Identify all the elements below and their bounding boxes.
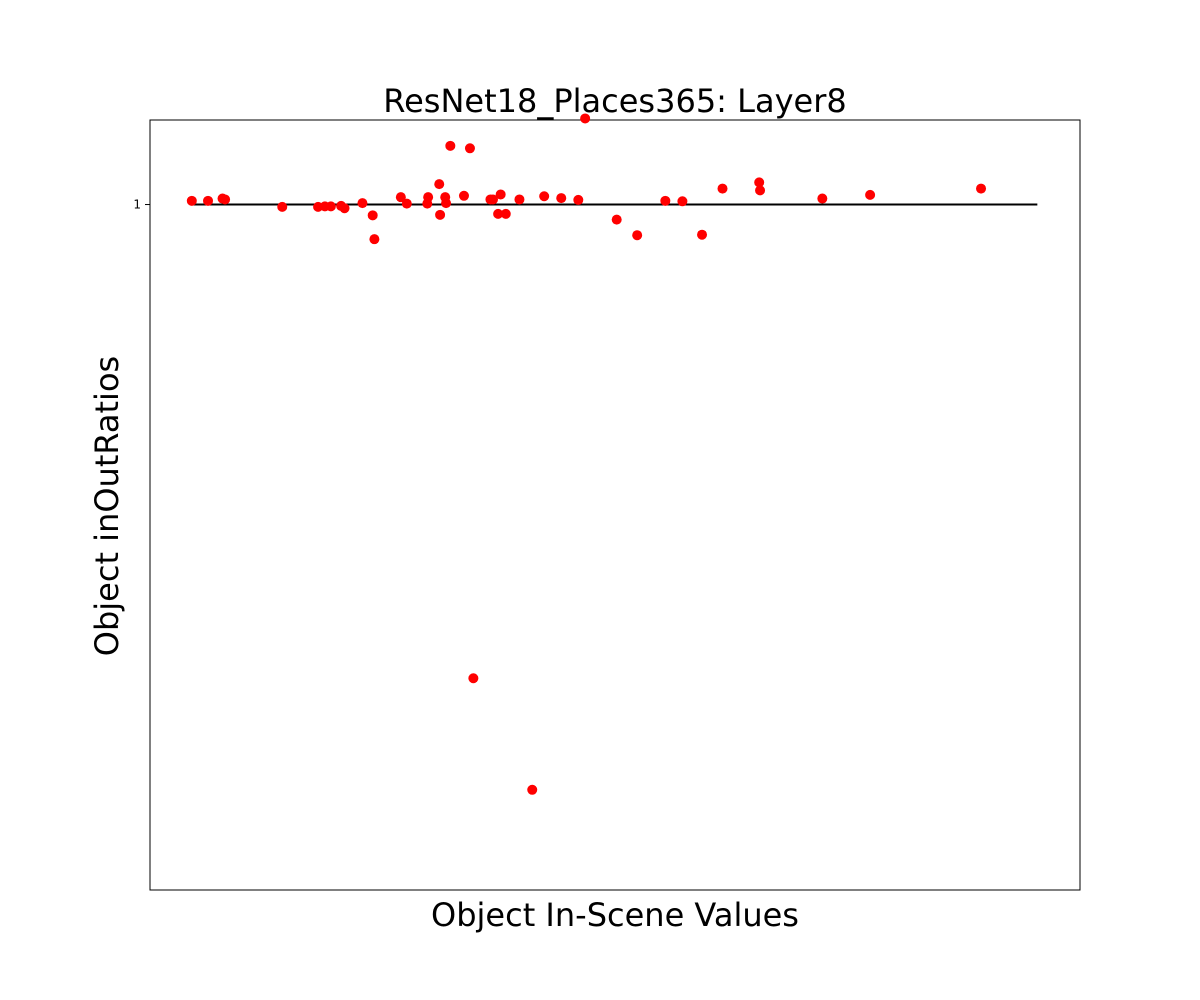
data-point xyxy=(660,195,671,206)
data-point xyxy=(556,193,567,204)
data-point xyxy=(357,198,368,209)
data-point xyxy=(677,196,688,207)
data-point xyxy=(203,195,214,206)
data-point xyxy=(369,234,380,245)
data-point xyxy=(367,210,378,221)
data-point xyxy=(500,208,511,219)
x-axis-label: Object In-Scene Values xyxy=(431,896,799,934)
y-axis-label: Object inOutRatios xyxy=(88,356,126,656)
data-point xyxy=(487,194,498,205)
data-point xyxy=(754,177,765,188)
data-point xyxy=(464,143,475,154)
data-point xyxy=(755,185,766,196)
data-point xyxy=(339,203,350,214)
data-point xyxy=(435,209,446,220)
data-point xyxy=(976,183,987,194)
data-point xyxy=(423,192,434,203)
data-point xyxy=(325,201,336,212)
data-point xyxy=(527,784,538,795)
data-point xyxy=(495,189,506,200)
data-point xyxy=(277,201,288,212)
data-point xyxy=(186,195,197,206)
data-point xyxy=(493,208,504,219)
axis-ticks: 1 xyxy=(133,198,150,212)
data-point xyxy=(468,673,479,684)
data-point xyxy=(611,214,622,225)
data-point xyxy=(817,193,828,204)
data-point xyxy=(220,194,231,205)
data-point xyxy=(573,194,584,205)
data-point xyxy=(445,140,456,151)
data-point xyxy=(865,189,876,200)
data-point xyxy=(697,229,708,240)
data-point xyxy=(632,230,643,241)
data-point xyxy=(514,194,525,205)
data-point xyxy=(717,183,728,194)
data-point xyxy=(539,191,550,202)
y-tick-label: 1 xyxy=(133,198,141,212)
data-point xyxy=(395,192,406,203)
plot-area-frame xyxy=(149,119,1081,891)
data-points xyxy=(186,113,987,795)
data-point xyxy=(580,113,591,124)
data-point xyxy=(458,190,469,201)
chart-title: ResNet18_Places365: Layer8 xyxy=(383,82,846,120)
data-point xyxy=(434,179,445,190)
data-point xyxy=(401,198,412,209)
data-point xyxy=(441,198,452,209)
